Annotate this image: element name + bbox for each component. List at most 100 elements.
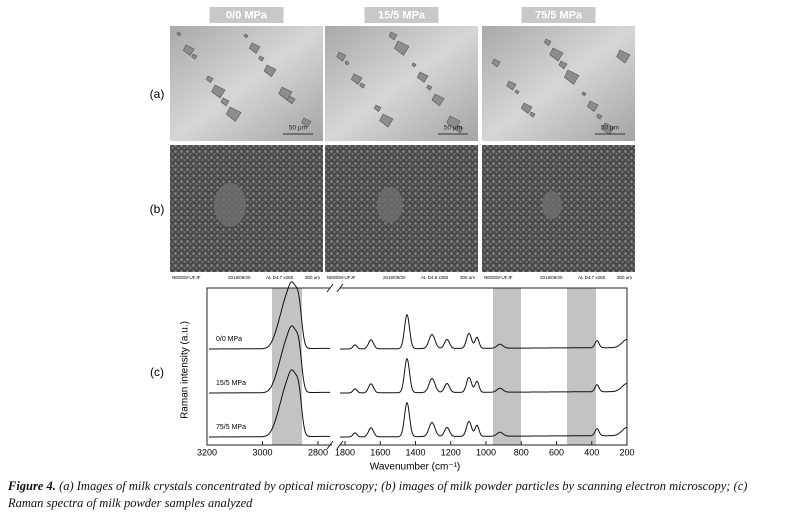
row-label: (a) — [150, 87, 165, 101]
sem-particle — [542, 191, 562, 219]
sem-footer: AL D4.8 x250 — [421, 275, 449, 280]
crystal — [558, 60, 568, 70]
crystal — [176, 31, 182, 37]
crystal — [416, 71, 429, 83]
spectrum-label: 15/5 MPa — [216, 380, 246, 387]
axis-break — [336, 283, 344, 293]
caption: Figure 4. (a) Images of milk crystals co… — [8, 478, 778, 512]
spectrum — [209, 325, 627, 394]
sem-footer: NEEEM-UFJF — [172, 275, 201, 280]
spectrum — [209, 281, 627, 350]
crystal — [601, 122, 615, 136]
crystal — [301, 117, 312, 128]
crystal — [446, 115, 461, 130]
crystal — [243, 33, 249, 39]
crystal — [191, 53, 198, 60]
crystal — [248, 42, 261, 54]
crystal — [411, 62, 417, 68]
crystal — [359, 82, 366, 89]
spectrum-label: 0/0 MPa — [216, 336, 242, 343]
crystal — [225, 106, 242, 122]
crystal — [549, 47, 564, 62]
x-tick-label: 2800 — [308, 447, 328, 457]
x-tick-label: 1000 — [476, 447, 496, 457]
y-axis-label: Raman intensity (a.u.) — [180, 321, 191, 419]
crystal — [278, 86, 293, 101]
sem-footer: 300 um — [460, 275, 475, 280]
crystal — [344, 60, 350, 66]
x-tick-label: 1400 — [405, 447, 425, 457]
axis-break — [326, 440, 334, 450]
highlight-band — [567, 288, 596, 445]
crystal — [350, 73, 363, 85]
crystal — [379, 113, 394, 128]
crystal — [388, 31, 398, 41]
axis-frame — [206, 287, 628, 446]
crystal — [520, 102, 533, 114]
crystal — [581, 91, 587, 97]
crystal — [596, 113, 603, 120]
x-tick-label: 800 — [514, 447, 529, 457]
column-header: 15/5 MPa — [378, 9, 426, 21]
crystal — [543, 38, 552, 46]
crystal — [263, 64, 277, 78]
column-header: 75/5 MPa — [535, 9, 583, 21]
sem-footer: NEEEM-UFJF — [327, 275, 356, 280]
scale-label: 50 µm — [289, 125, 307, 132]
highlight-band — [272, 288, 302, 445]
crystal — [563, 69, 580, 85]
crystal — [514, 89, 520, 95]
crystal — [220, 97, 230, 107]
caption-text: (a) Images of milk crystals concentrated… — [8, 479, 748, 510]
crystal — [258, 55, 265, 62]
x-tick-label: 1600 — [370, 447, 390, 457]
header-box — [209, 7, 284, 23]
crystal — [426, 84, 433, 91]
spectrum — [209, 369, 627, 438]
x-tick-label: 3200 — [197, 447, 217, 457]
row-label: (c) — [150, 365, 164, 379]
sem-footer: 300 um — [617, 275, 632, 280]
header-box — [364, 7, 439, 23]
crystal — [205, 75, 214, 83]
axis-break — [336, 440, 344, 450]
crystal — [431, 93, 445, 107]
sem-image — [170, 145, 323, 272]
x-tick-label: 1200 — [441, 447, 461, 457]
scale-label: 50 µm — [444, 125, 462, 132]
sem-footer: NEEEM-UFJF — [484, 275, 513, 280]
sem-particle — [214, 183, 246, 227]
crystal — [491, 58, 501, 68]
crystal — [393, 40, 410, 56]
row-label: (b) — [150, 202, 165, 216]
x-tick-label: 200 — [619, 447, 634, 457]
sem-footer: AL D4.7 x250 — [266, 275, 294, 280]
sem-footer: AL D4.7 x250 — [578, 275, 606, 280]
axis-break — [326, 283, 334, 293]
sem-particle — [377, 187, 403, 223]
crystal — [211, 84, 226, 99]
crystal — [373, 104, 382, 112]
crystal — [506, 80, 517, 91]
highlight-band — [493, 288, 521, 445]
sem-footer: 2018/09/20 — [540, 275, 563, 280]
x-tick-label: 3000 — [252, 447, 272, 457]
header-box — [521, 7, 596, 23]
optical-image — [170, 26, 323, 141]
crystal — [182, 44, 195, 56]
x-tick-label: 400 — [584, 447, 599, 457]
scale-label: 50 µm — [601, 125, 619, 132]
spectrum-label: 75/5 MPa — [216, 424, 246, 431]
caption-label: Figure 4. — [8, 479, 56, 493]
column-header: 0/0 MPa — [226, 9, 268, 21]
crystal — [529, 111, 536, 118]
crystal — [616, 49, 631, 64]
crystal — [586, 100, 599, 112]
sem-footer: 300 um — [305, 275, 320, 280]
crystal — [336, 51, 347, 62]
x-tick-label: 600 — [549, 447, 564, 457]
x-axis-label: Wavenumber (cm⁻¹) — [370, 462, 460, 473]
